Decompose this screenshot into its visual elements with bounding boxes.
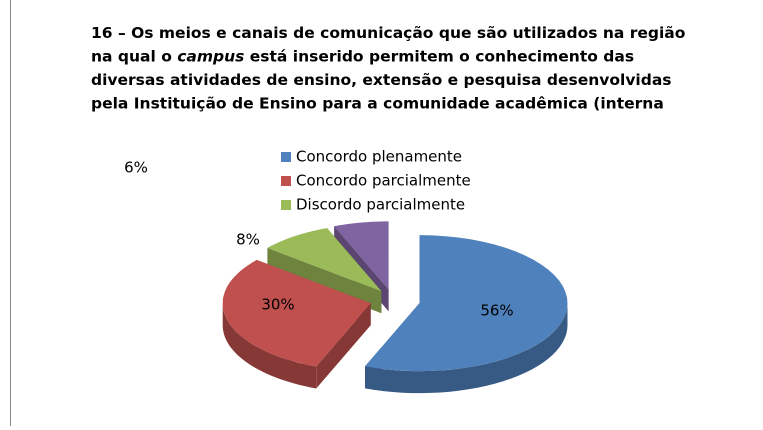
data-label: 56% bbox=[480, 302, 513, 320]
title-segment: campus bbox=[177, 47, 244, 65]
slice-side bbox=[365, 303, 568, 394]
pie: 56% 30% 8% 6% bbox=[124, 159, 568, 394]
title-segment: diversas atividades de ensino, extensão … bbox=[91, 71, 672, 89]
legend: Concordo plenamente Concordo parcialmente… bbox=[281, 148, 471, 214]
slice bbox=[222, 259, 371, 367]
data-label: 6% bbox=[124, 159, 148, 177]
slice bbox=[267, 228, 382, 292]
chart-title: 16 – Os meios e canais de comunicação qu… bbox=[91, 24, 685, 113]
title-segment: na qual o bbox=[91, 47, 177, 65]
legend-label: Discordo parcialmente bbox=[296, 196, 465, 214]
legend-label: Concordo plenamente bbox=[296, 148, 462, 166]
legend-swatch bbox=[281, 176, 291, 186]
title-line: pela Instituição de Ensino para a comuni… bbox=[91, 94, 664, 112]
slice-wall bbox=[316, 303, 371, 389]
title-segment: está inserido permitem o conhecimento da… bbox=[244, 47, 634, 65]
title-segment: 16 – Os meios e canais de comunicação qu… bbox=[91, 24, 685, 42]
legend-swatch bbox=[281, 152, 291, 162]
title-line: na qual o campus está inserido permitem … bbox=[91, 47, 634, 65]
legend-swatch bbox=[281, 200, 291, 210]
slice bbox=[365, 235, 568, 372]
slice-side bbox=[222, 303, 317, 389]
legend-label: Concordo parcialmente bbox=[296, 172, 471, 190]
slice bbox=[334, 221, 389, 290]
data-label: 30% bbox=[261, 296, 294, 314]
title-line: diversas atividades de ensino, extensão … bbox=[91, 71, 672, 89]
title-line: 16 – Os meios e canais de comunicação qu… bbox=[91, 24, 685, 42]
title-segment: pela Instituição de Ensino para a comuni… bbox=[91, 94, 664, 112]
data-label: 8% bbox=[236, 231, 260, 249]
